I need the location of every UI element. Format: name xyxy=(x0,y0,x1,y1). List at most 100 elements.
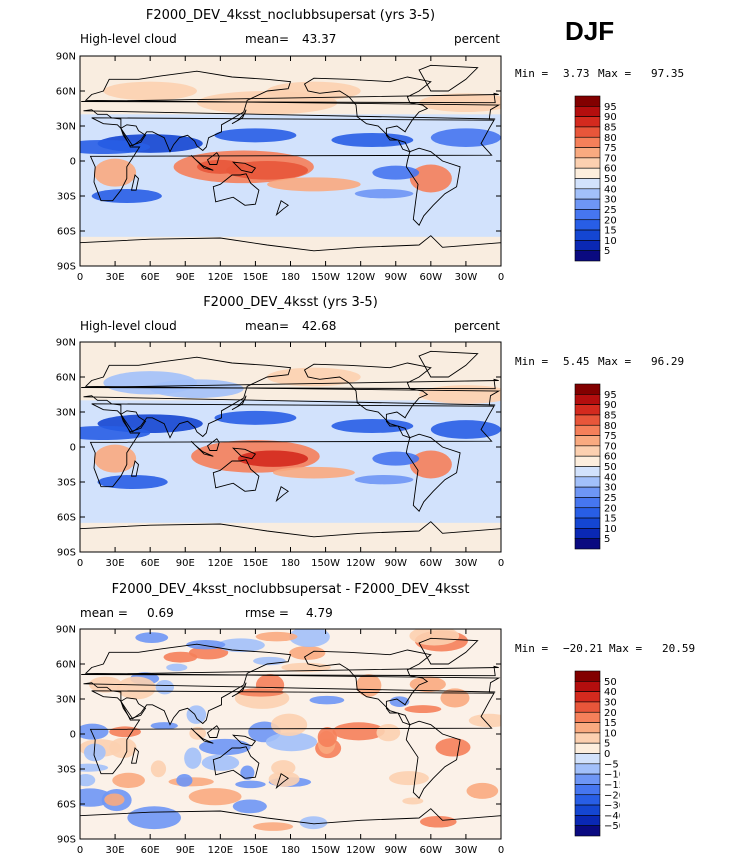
lon-label: 0 xyxy=(498,558,504,569)
colorbar-box xyxy=(574,476,601,488)
coastline xyxy=(275,200,289,217)
colorbar-box xyxy=(574,435,601,447)
field-contour xyxy=(196,159,244,174)
coastline xyxy=(405,147,461,226)
field-contour xyxy=(127,806,181,830)
coastline xyxy=(190,727,214,744)
colorbar-box xyxy=(574,106,601,117)
colorbar-box xyxy=(574,507,601,519)
panel-1-mean-value: 43.37 xyxy=(302,32,337,46)
colorbar-label: 40 xyxy=(604,472,617,483)
lon-label: 30E xyxy=(106,558,125,569)
field-contour xyxy=(214,410,297,425)
field-contour xyxy=(402,797,424,805)
colorbar-box xyxy=(574,240,601,251)
lon-label: 120E xyxy=(208,272,233,283)
colorbar-label: 95 xyxy=(604,102,617,113)
colorbar-label: 50 xyxy=(604,677,617,688)
field-contour xyxy=(186,705,207,724)
panel-2-mean-label: mean= xyxy=(245,319,290,333)
field-contour xyxy=(150,379,244,398)
colorbar-box xyxy=(574,250,601,262)
colorbar-box xyxy=(574,732,601,744)
field-contour xyxy=(419,385,501,404)
lon-label: 120W xyxy=(346,558,375,569)
field-contour xyxy=(332,722,385,741)
lon-label: 0 xyxy=(498,272,504,283)
field-contour xyxy=(354,189,414,199)
colorbar-box xyxy=(574,414,601,426)
panel-1-min-label: Min = xyxy=(515,67,549,80)
panel-2-max-label: Max = xyxy=(598,355,632,368)
panel-1-title: F2000_DEV_4ksst_noclubbsupersat (yrs 3-5… xyxy=(145,8,436,23)
coastline xyxy=(212,746,260,779)
colorbar-box xyxy=(574,383,601,395)
field-contour xyxy=(388,771,429,786)
field-contour xyxy=(354,475,414,485)
field-contour xyxy=(466,782,499,799)
colorbar-box xyxy=(574,528,601,539)
lon-label: 90W xyxy=(384,272,407,283)
colorbar-box xyxy=(574,466,601,478)
colorbar-box xyxy=(574,209,601,221)
panel-2-mean-value: 42.68 xyxy=(302,319,337,333)
field-contour xyxy=(409,450,452,479)
colorbar-label: 75 xyxy=(604,431,617,442)
coastline xyxy=(120,697,147,720)
coastline xyxy=(405,720,461,799)
field-contour xyxy=(80,763,109,772)
lon-label: 120E xyxy=(208,845,233,856)
lon-label: 60E xyxy=(141,845,160,856)
colorbar-label: −50 xyxy=(604,821,620,832)
lon-label: 30W xyxy=(455,272,478,283)
colorbar-label: 40 xyxy=(604,184,617,195)
lat-label: 0 xyxy=(70,443,76,454)
lon-label: 150W xyxy=(311,845,340,856)
field-contour xyxy=(83,743,106,762)
colorbar-box xyxy=(574,126,601,138)
colorbar-box xyxy=(574,722,601,734)
coastline xyxy=(418,350,479,378)
field-contour xyxy=(372,451,420,466)
panel-2-min-label: Min = xyxy=(515,355,549,368)
coastline xyxy=(275,773,289,790)
field-contour xyxy=(232,799,267,814)
colorbar-label: 30 xyxy=(604,483,617,494)
panel-3-rmse-value: 4.79 xyxy=(306,606,333,620)
lon-label: 30E xyxy=(106,845,125,856)
colorbar-box xyxy=(574,157,601,169)
coastline xyxy=(206,438,220,451)
lat-label: 60N xyxy=(56,87,76,98)
field-contour xyxy=(112,772,145,789)
coastline xyxy=(190,154,214,171)
lon-label: 60W xyxy=(420,845,443,856)
colorbar-label: 20 xyxy=(604,215,617,226)
colorbar-box xyxy=(574,794,601,806)
coastline xyxy=(80,808,501,839)
colorbar-box xyxy=(574,404,601,416)
lon-label: 150E xyxy=(243,845,268,856)
lon-label: 120E xyxy=(208,558,233,569)
coastline xyxy=(120,410,147,433)
colorbar-box xyxy=(574,538,601,550)
colorbar-label: 85 xyxy=(604,410,617,421)
colorbar-label: 25 xyxy=(604,493,617,504)
lat-label: 0 xyxy=(70,730,76,741)
colorbar-label: 25 xyxy=(604,205,617,216)
colorbar-label: 40 xyxy=(604,687,617,698)
colorbar-label: 30 xyxy=(604,697,617,708)
panel-3-mean-value: 0.69 xyxy=(147,606,174,620)
lat-label: 90N xyxy=(56,52,76,63)
lat-label: 30S xyxy=(57,192,76,203)
colorbar-label: 0 xyxy=(604,749,610,760)
field-contour xyxy=(281,662,331,673)
field-contour xyxy=(356,674,382,697)
colorbar-box xyxy=(574,445,601,457)
coastline xyxy=(81,665,499,677)
lat-label: 30N xyxy=(56,695,76,706)
field-contour xyxy=(309,695,345,705)
colorbar-label: 5 xyxy=(604,534,610,545)
colorbar-label: 20 xyxy=(604,708,617,719)
